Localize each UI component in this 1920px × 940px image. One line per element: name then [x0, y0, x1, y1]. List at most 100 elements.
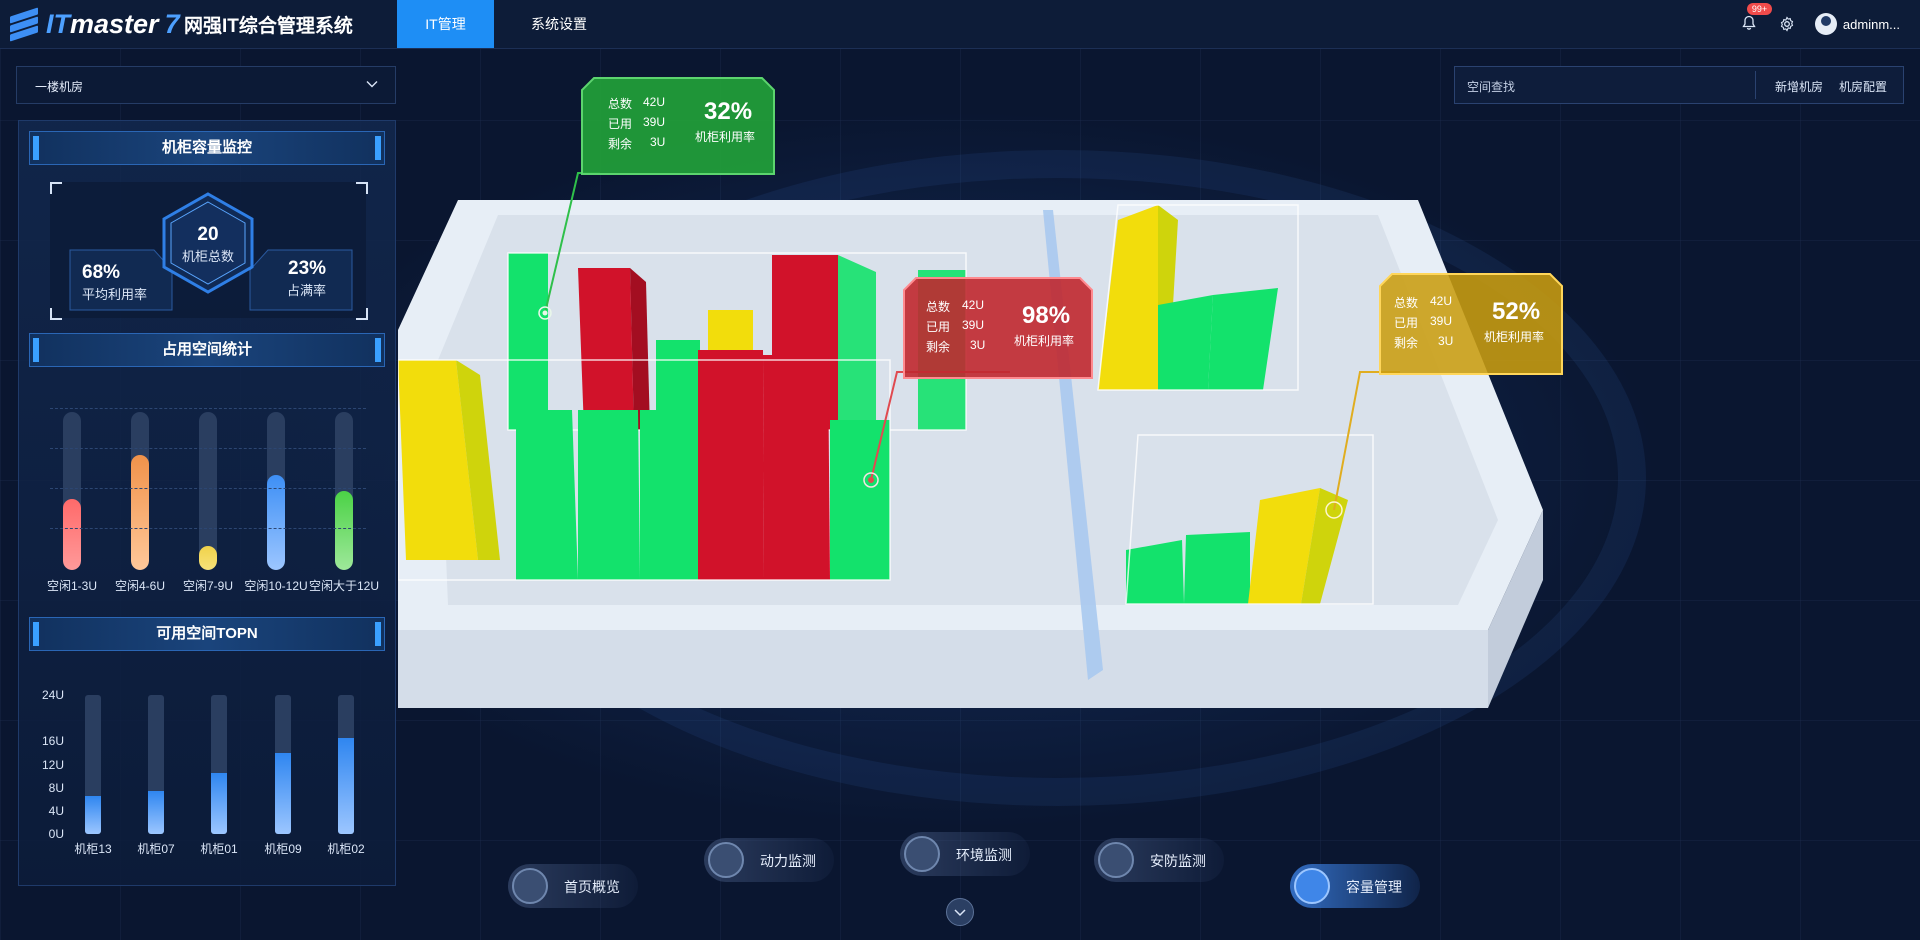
callout-subtitle: 机柜利用率	[695, 130, 756, 144]
top-bar: ITmaster 7 网强IT综合管理系统 IT管理 系统设置 99+ admin…	[0, 0, 1920, 49]
dock-label: 容量管理	[1346, 879, 1402, 895]
occupied-bar-fill	[199, 546, 217, 570]
callout-used-label: 已用	[1394, 316, 1419, 330]
full-rate-value: 23%	[288, 258, 327, 279]
callout-free-label: 剩余	[926, 340, 951, 354]
callout-frame	[1379, 273, 1563, 375]
topn-section-title: 可用空间TOPN	[29, 617, 385, 651]
space-search-input[interactable]	[1465, 76, 1759, 98]
dock-expand-button[interactable]	[946, 898, 974, 926]
server-room-3d-view	[398, 200, 1543, 708]
gridline	[50, 408, 366, 409]
occupied-bar-label: 空闲大于12U	[309, 579, 380, 593]
callout-subtitle: 机柜利用率	[1014, 334, 1075, 348]
topn-bar	[275, 695, 291, 834]
user-name[interactable]: adminm...	[1842, 16, 1900, 32]
occupied-section-title: 占用空间统计	[29, 333, 385, 367]
callout-used-value: 39U	[1430, 314, 1453, 328]
room-base-side	[1488, 510, 1543, 708]
y-tick-label: 0U	[48, 827, 64, 841]
topn-category-label: 机柜13	[74, 842, 112, 856]
topn-bar	[148, 695, 164, 834]
callout-free-value: 3U	[1438, 334, 1454, 348]
frame-corner	[356, 308, 368, 320]
dock-item-environment[interactable]: 环境监测	[900, 832, 1030, 876]
avg-util-label: 平均利用率	[82, 287, 148, 302]
occupied-bar	[335, 412, 353, 570]
topn-bar-fill	[211, 773, 227, 834]
full-rate-label: 占满率	[287, 283, 327, 298]
rack-group-left-front	[398, 350, 891, 581]
room-select[interactable]: 一楼机房	[16, 66, 396, 104]
callout-free-label: 剩余	[608, 137, 633, 151]
topn-category-label: 机柜01	[200, 842, 238, 856]
room-config-button[interactable]: 机房配置	[1839, 80, 1888, 94]
app-logo: ITmaster 7	[10, 6, 180, 42]
dock-item-security[interactable]: 安防监测	[1094, 838, 1224, 882]
callout-total-value: 42U	[643, 95, 666, 109]
rack-group-right-top	[1097, 204, 1299, 391]
callout-free-value: 3U	[650, 135, 666, 149]
gridline	[50, 448, 366, 449]
occupied-bar-fill	[267, 475, 285, 570]
gridline	[50, 488, 366, 489]
callout-used-label: 已用	[608, 117, 633, 131]
chevron-down-icon	[954, 909, 966, 917]
avg-util-value: 68%	[82, 262, 121, 283]
bell-icon	[1742, 15, 1756, 30]
capacity-server-icon	[1294, 868, 1330, 904]
rack-callout-98[interactable]: 总数 42U 已用 39U 剩余 3U 98% 机柜利用率	[902, 276, 1094, 380]
callout-free-label: 剩余	[1394, 336, 1419, 350]
y-tick-label: 24U	[41, 688, 64, 702]
rack-callout-52[interactable]: 总数 42U 已用 39U 剩余 3U 52% 机柜利用率	[1378, 272, 1564, 376]
avatar[interactable]	[1814, 13, 1837, 35]
y-tick-label: 12U	[41, 757, 64, 772]
occupied-bar-label: 空闲10-12U	[244, 579, 308, 593]
occupied-bar	[131, 412, 149, 570]
topn-bar-fill	[148, 791, 164, 834]
callout-used-value: 39U	[643, 115, 666, 129]
frame-corner	[50, 308, 62, 320]
callout-free-value: 3U	[970, 338, 986, 352]
occupied-bar-label: 空闲1-3U	[46, 579, 97, 593]
cabinet-total-label: 机柜总数	[181, 249, 234, 264]
callout-total-label: 总数	[1394, 296, 1419, 310]
callout-used-value: 39U	[962, 318, 985, 332]
room-select-value: 一楼机房	[35, 80, 84, 94]
occupied-bar-label: 空闲4-6U	[114, 579, 165, 593]
y-tick-label: 8U	[48, 780, 64, 795]
frame-corner	[50, 182, 62, 194]
callout-total-value: 42U	[962, 298, 985, 312]
occupied-bar-fill	[131, 455, 149, 570]
notification-button[interactable]: 99+	[1741, 3, 1773, 33]
add-room-button[interactable]: 新增机房	[1775, 80, 1824, 94]
capacity-section-title: 机柜容量监控	[29, 131, 385, 165]
dock-item-capacity[interactable]: 容量管理	[1290, 864, 1420, 908]
topn-category-label: 机柜02	[327, 842, 365, 856]
callout-percent: 32%	[704, 98, 753, 125]
rack-callout-32[interactable]: 总数 42U 已用 39U 剩余 3U 32% 机柜利用率	[580, 76, 776, 176]
security-camera-icon	[1098, 842, 1134, 878]
frame-corner	[356, 182, 368, 194]
callout-total-label: 总数	[608, 97, 633, 111]
chevron-down-icon	[366, 81, 378, 88]
callout-total-value: 42U	[1430, 294, 1453, 308]
gear-icon[interactable]	[1779, 16, 1795, 32]
callout-percent: 98%	[1022, 302, 1071, 329]
callout-percent: 52%	[1492, 298, 1541, 325]
callout-subtitle: 机柜利用率	[1484, 330, 1545, 344]
dock-label: 动力监测	[760, 853, 816, 869]
tab-system-settings[interactable]: 系统设置	[531, 16, 587, 32]
occupied-bar	[63, 412, 81, 570]
notification-badge: 99+	[1746, 3, 1773, 15]
topn-category-label: 机柜07	[137, 842, 175, 856]
hexagon-icon	[162, 192, 254, 294]
y-tick-label: 4U	[48, 803, 64, 818]
capacity-connector-lines	[69, 249, 353, 311]
power-chart-icon	[708, 842, 744, 878]
space-search-bar: 新增机房 机房配置	[1454, 66, 1904, 104]
topn-bar-fill	[275, 753, 291, 834]
dock-item-overview[interactable]: 首页概览	[508, 864, 638, 908]
dock-item-power[interactable]: 动力监测	[704, 838, 834, 882]
tab-it-management[interactable]: IT管理	[397, 0, 494, 48]
